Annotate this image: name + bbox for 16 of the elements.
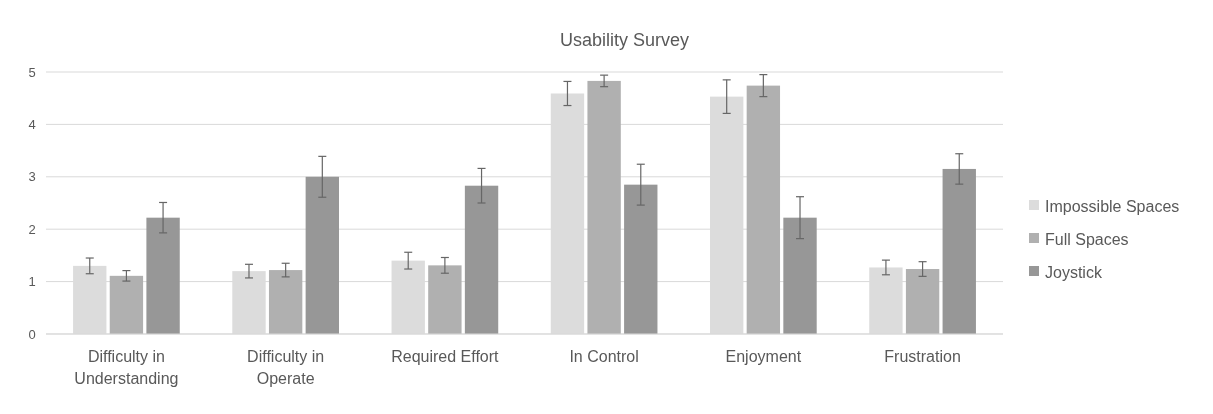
x-tick-label: In Control: [569, 348, 639, 365]
y-tick-label: 3: [28, 169, 36, 185]
legend-label: Joystick: [1045, 263, 1103, 281]
legend-label: Full Spaces: [1045, 230, 1129, 248]
y-tick-label: 0: [28, 326, 36, 342]
x-tick-label: Enjoyment: [725, 348, 802, 365]
y-tick-label: 2: [28, 221, 36, 237]
x-tick-label: Difficulty in Understanding: [74, 348, 179, 387]
x-tick-label: Difficulty in Operate: [247, 348, 325, 387]
legend-label: Impossible Spaces: [1045, 197, 1180, 215]
x-tick-label: Frustration: [884, 348, 961, 365]
x-tick-label: Required Effort: [391, 348, 500, 365]
y-tick-label: 4: [28, 116, 36, 132]
y-tick-label: 5: [28, 64, 36, 80]
chart-title: Usability Survey: [559, 30, 690, 50]
y-tick-label: 1: [28, 274, 36, 290]
